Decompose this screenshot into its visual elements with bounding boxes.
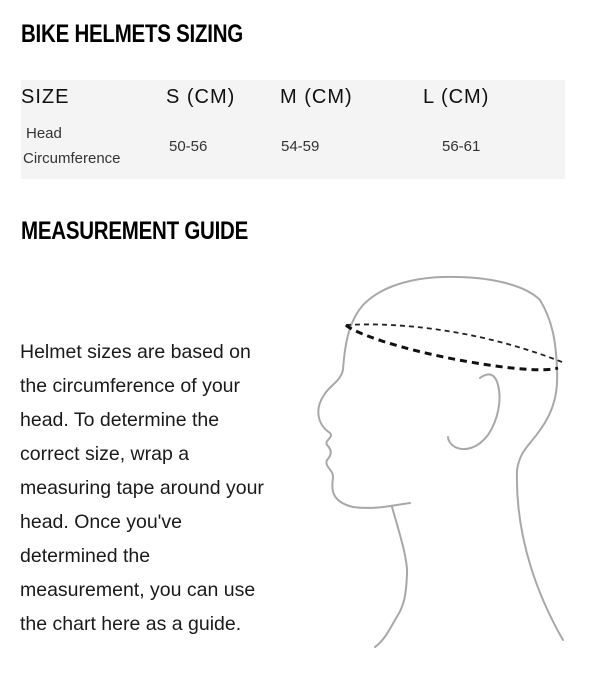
ear-outline — [447, 373, 501, 451]
header-l: L (CM) — [423, 86, 490, 108]
head-illustration — [317, 275, 564, 648]
head-outline — [317, 275, 564, 641]
row-label-line1: Head — [26, 125, 62, 142]
size-table: SIZE S (CM) M (CM) L (CM) Head Circumfer… — [21, 80, 565, 179]
header-s: S (CM) — [166, 86, 236, 108]
value-m: 54-59 — [281, 138, 320, 155]
header-size: SIZE — [21, 86, 70, 108]
neck-front-outline — [374, 506, 409, 648]
page-title: BIKE HELMETS SIZING — [21, 20, 243, 48]
header-m: M (CM) — [280, 86, 353, 108]
value-s: 50-56 — [169, 138, 208, 155]
value-l: 56-61 — [442, 138, 481, 155]
measuring-tape-back — [345, 323, 563, 363]
guide-title: MEASUREMENT GUIDE — [21, 217, 249, 245]
measuring-tape-front — [344, 323, 559, 372]
guide-text: Helmet sizes are based on the circumfere… — [20, 341, 264, 635]
row-label-line2: Circumference — [23, 150, 121, 167]
